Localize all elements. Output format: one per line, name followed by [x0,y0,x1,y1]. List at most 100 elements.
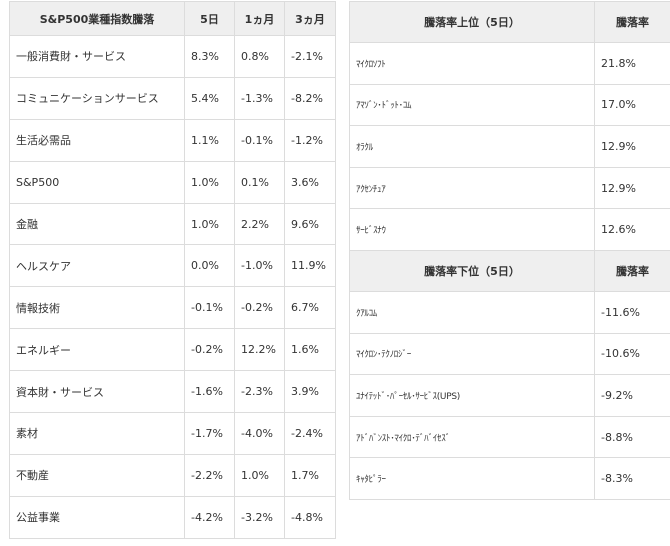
change-3m: -8.2% [284,76,336,120]
stock-name: ｷｬﾀﾋﾟﾗｰ [349,457,595,500]
change-1m: -2.3% [234,370,285,414]
change-rate: -9.2% [594,374,670,417]
gainers-header-rate: 騰落率 [594,1,670,43]
change-1m: -4.0% [234,412,285,455]
table-row: S&P500 1.0% 0.1% 3.6% [9,160,336,204]
losers-header-rate: 騰落率 [594,249,670,292]
change-5d: 1.0% [184,202,235,246]
change-3m: 3.6% [284,160,336,204]
table-row: 生活必需品 1.1% -0.1% -1.2% [9,118,336,162]
change-3m: -2.1% [284,35,336,78]
sector-name: S&P500 [9,160,185,204]
table-row: ﾏｲｸﾛｿﾌﾄ 21.8% [349,42,670,85]
sector-performance-table: S&P500業種指数騰落 5日 1ヵ月 3ヵ月 一般消費財・サービス 8.3% 0.… [9,1,336,539]
change-5d: -4.2% [184,495,235,539]
table-row: ｱｸｾﾝﾁｭｱ 12.9% [349,166,670,210]
table-row: 資本財・サービス -1.6% -2.3% 3.9% [9,370,336,414]
sector-header-3m: 3ヵ月 [284,1,336,36]
change-3m: 1.6% [284,328,336,372]
change-5d: -0.1% [184,286,235,330]
table-row: ｷｬﾀﾋﾟﾗｰ -8.3% [349,457,670,500]
change-1m: 0.8% [234,35,285,78]
table-row: 一般消費財・サービス 8.3% 0.8% -2.1% [9,35,336,78]
sector-header-5d: 5日 [184,1,235,36]
sector-name: 金融 [9,202,185,246]
sector-name: コミュニケーションサービス [9,76,185,120]
sector-name: エネルギー [9,328,185,372]
change-3m: -2.4% [284,412,336,455]
change-3m: 11.9% [284,244,336,288]
table-row: 公益事業 -4.2% -3.2% -4.8% [9,495,336,539]
sector-name: 情報技術 [9,286,185,330]
stock-name: ｱﾏｿﾞﾝ･ﾄﾞｯﾄ･ｺﾑ [349,83,595,127]
gainers-header-row: 騰落率上位（5日） 騰落率 [349,1,670,43]
change-1m: 12.2% [234,328,285,372]
losers-header-row: 騰落率下位（5日） 騰落率 [349,249,670,292]
stock-name: ｱｸｾﾝﾁｭｱ [349,166,595,210]
stock-name: ﾏｲｸﾛｿﾌﾄ [349,42,595,85]
change-5d: 1.1% [184,118,235,162]
change-rate: -8.3% [594,457,670,500]
sector-table-header-row: S&P500業種指数騰落 5日 1ヵ月 3ヵ月 [9,1,336,36]
table-row: ｵﾗｸﾙ 12.9% [349,125,670,168]
change-1m: -0.2% [234,286,285,330]
table-row: ｱﾄﾞﾊﾞﾝｽﾄ･ﾏｲｸﾛ･ﾃﾞﾊﾞｲｾｽﾞ -8.8% [349,415,670,459]
sector-name: ヘルスケア [9,244,185,288]
change-5d: -1.7% [184,412,235,455]
change-rate: 12.9% [594,166,670,210]
change-rate: -11.6% [594,290,670,334]
sector-name: 素材 [9,412,185,455]
change-3m: 1.7% [284,453,336,497]
table-row: エネルギー -0.2% 12.2% 1.6% [9,328,336,372]
table-row: 不動産 -2.2% 1.0% 1.7% [9,453,336,497]
sector-header-1m: 1ヵ月 [234,1,285,36]
stock-name: ﾕﾅｲﾃｯﾄﾞ･ﾊﾟｰｾﾙ･ｻｰﾋﾞｽ(UPS) [349,374,595,417]
change-5d: 5.4% [184,76,235,120]
table-row: コミュニケーションサービス 5.4% -1.3% -8.2% [9,76,336,120]
change-rate: 21.8% [594,42,670,85]
change-rate: -10.6% [594,332,670,376]
change-1m: 1.0% [234,453,285,497]
sector-name: 一般消費財・サービス [9,35,185,78]
table-row: ｻｰﾋﾞｽﾅｳ 12.6% [349,208,670,251]
table-row: ｱﾏｿﾞﾝ･ﾄﾞｯﾄ･ｺﾑ 17.0% [349,83,670,127]
change-rate: 12.6% [594,208,670,251]
table-row: 素材 -1.7% -4.0% -2.4% [9,412,336,455]
stock-ranking-table: 騰落率上位（5日） 騰落率 ﾏｲｸﾛｿﾌﾄ 21.8% ｱﾏｿﾞﾝ･ﾄﾞｯﾄ･ｺﾑ 1… [349,1,670,500]
change-1m: -3.2% [234,495,285,539]
change-rate: 12.9% [594,125,670,168]
change-3m: 6.7% [284,286,336,330]
table-row: 情報技術 -0.1% -0.2% 6.7% [9,286,336,330]
change-3m: -4.8% [284,495,336,539]
change-5d: 8.3% [184,35,235,78]
table-row: ヘルスケア 0.0% -1.0% 11.9% [9,244,336,288]
change-1m: 0.1% [234,160,285,204]
table-row: 金融 1.0% 2.2% 9.6% [9,202,336,246]
change-rate: 17.0% [594,83,670,127]
change-1m: -1.3% [234,76,285,120]
gainers-header-name: 騰落率上位（5日） [349,1,595,43]
stock-name: ｵﾗｸﾙ [349,125,595,168]
table-row: ﾕﾅｲﾃｯﾄﾞ･ﾊﾟｰｾﾙ･ｻｰﾋﾞｽ(UPS) -9.2% [349,374,670,417]
change-5d: -0.2% [184,328,235,372]
table-row: ﾏｲｸﾛﾝ･ﾃｸﾉﾛｼﾞｰ -10.6% [349,332,670,376]
sector-header-name: S&P500業種指数騰落 [9,1,185,36]
change-5d: 0.0% [184,244,235,288]
sector-name: 資本財・サービス [9,370,185,414]
stock-name: ｸｱﾙｺﾑ [349,290,595,334]
losers-header-name: 騰落率下位（5日） [349,249,595,292]
change-1m: -0.1% [234,118,285,162]
table-row: ｸｱﾙｺﾑ -11.6% [349,290,670,334]
sector-name: 不動産 [9,453,185,497]
change-5d: -1.6% [184,370,235,414]
change-5d: 1.0% [184,160,235,204]
stock-name: ｻｰﾋﾞｽﾅｳ [349,208,595,251]
change-3m: -1.2% [284,118,336,162]
stock-name: ﾏｲｸﾛﾝ･ﾃｸﾉﾛｼﾞｰ [349,332,595,376]
change-5d: -2.2% [184,453,235,497]
sector-name: 公益事業 [9,495,185,539]
change-1m: -1.0% [234,244,285,288]
change-1m: 2.2% [234,202,285,246]
stock-name: ｱﾄﾞﾊﾞﾝｽﾄ･ﾏｲｸﾛ･ﾃﾞﾊﾞｲｾｽﾞ [349,415,595,459]
change-3m: 3.9% [284,370,336,414]
